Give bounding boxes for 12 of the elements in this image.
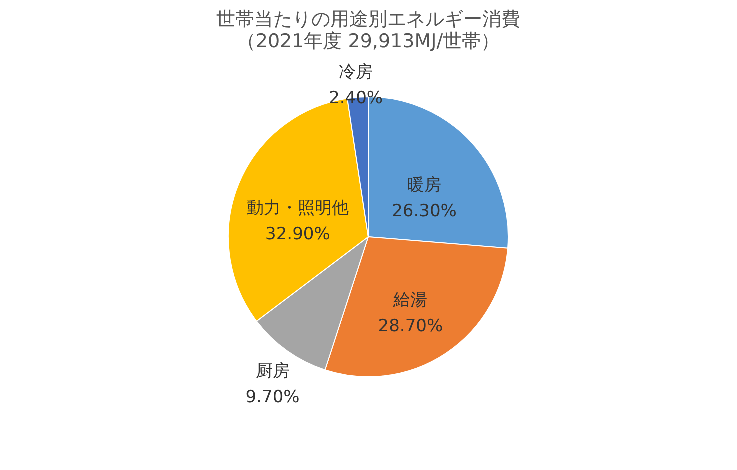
slice-label: 給湯 (392, 290, 428, 310)
chart-subtitle: （2021年度 29,913MJ/世帯） (236, 30, 500, 52)
chart-title: 世帯当たりの用途別エネルギー消費 (216, 8, 520, 30)
data-label: 28.70% (378, 316, 444, 336)
slice-label: 動力・照明他 (246, 198, 349, 218)
slice-label: 厨房 (256, 361, 290, 382)
slice-label: 暖房 (408, 175, 442, 196)
data-label: 9.70% (246, 387, 300, 408)
data-label: 2.40% (329, 88, 384, 108)
data-label: 26.30% (392, 201, 457, 222)
data-label: 32.90% (266, 224, 330, 244)
slice-label: 冷房 (339, 62, 374, 82)
